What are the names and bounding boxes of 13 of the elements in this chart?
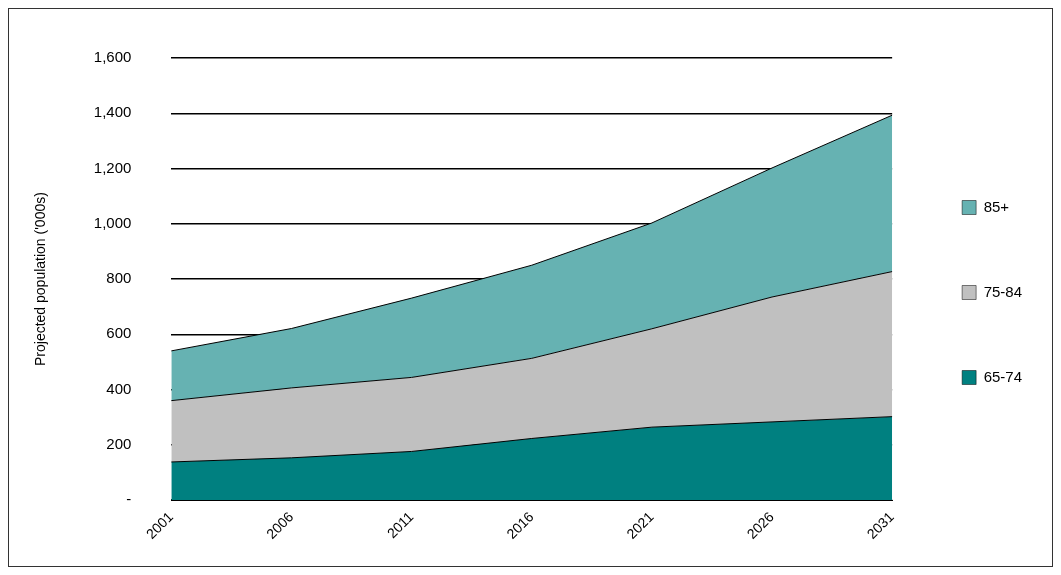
y-tick-label: 1,200 xyxy=(93,158,132,176)
y-axis-title: Projected population ('000s) xyxy=(32,192,49,366)
legend-label: 75-84 xyxy=(983,282,1023,300)
y-tick-label: 800 xyxy=(106,269,132,287)
y-tick-label: 400 xyxy=(106,379,132,397)
legend-label: 85+ xyxy=(983,197,1010,215)
y-tick-label: 1,400 xyxy=(93,103,132,121)
y-tick-label: 1,000 xyxy=(93,213,132,231)
y-tick-label: - xyxy=(126,490,132,508)
y-tick-label: 600 xyxy=(106,324,132,342)
legend-label: 65-74 xyxy=(983,367,1023,385)
y-tick-label: 1,600 xyxy=(93,48,132,66)
y-tick-label: 200 xyxy=(106,434,132,452)
